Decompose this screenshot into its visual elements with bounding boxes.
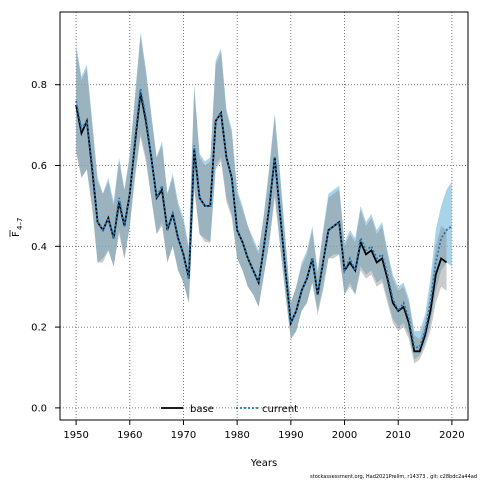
x-tick-label: 1990 [278, 430, 303, 441]
x-tick-label: 2010 [385, 430, 410, 441]
x-tick-label: 1970 [171, 430, 196, 441]
x-tick-label: 2020 [439, 430, 464, 441]
y-tick-label: 0.2 [31, 323, 47, 334]
y-axis-title-sub: 4–7 [16, 218, 24, 230]
band-current [76, 32, 452, 360]
legend: base current [161, 404, 298, 415]
y-tick-label: 0.6 [31, 161, 47, 172]
line-current [75, 88, 453, 349]
confidence-bands [76, 32, 452, 364]
x-axis: 1950 1960 1970 1980 1990 2000 2010 2020 [63, 420, 465, 441]
y-tick-label: 0.0 [31, 403, 47, 414]
x-axis-title: Years [250, 458, 277, 469]
legend-label-base: base [190, 404, 214, 415]
plot-frame [59, 11, 469, 421]
series-lines [75, 88, 453, 353]
legend-label-current: current [262, 404, 298, 415]
y-axis-title-main: F [11, 231, 22, 237]
x-tick-label: 1980 [224, 430, 249, 441]
footnote: stockassessment.org, Had2021Prelim, r143… [310, 474, 477, 480]
x-tick-label: 1960 [117, 430, 142, 441]
y-tick-label: 0.4 [31, 242, 47, 253]
y-axis-title: F 4–7 [9, 218, 24, 237]
band-base [76, 36, 447, 364]
y-axis: 0.0 0.2 0.4 0.6 0.8 [31, 80, 60, 414]
y-tick-label: 0.8 [31, 80, 47, 91]
x-tick-label: 1950 [63, 430, 88, 441]
x-tick-label: 2000 [332, 430, 357, 441]
